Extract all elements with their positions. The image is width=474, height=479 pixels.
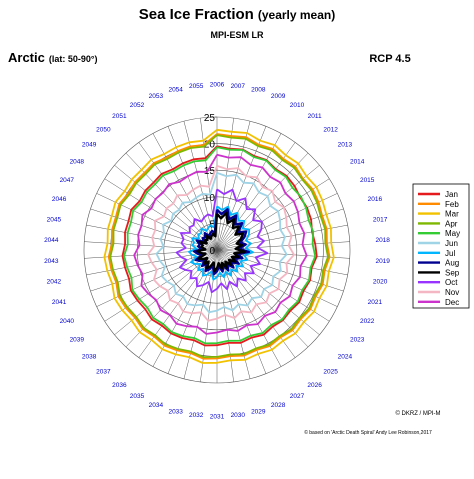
legend-label-mar: Mar: [445, 210, 459, 219]
region-label: Arctic (lat: 50-90°): [8, 50, 97, 65]
year-label: 2010: [290, 102, 305, 109]
grid-spoke-2049: [115, 165, 217, 250]
legend-label-feb: Feb: [445, 200, 459, 209]
year-label: 2036: [112, 382, 127, 389]
legend-label-oct: Oct: [445, 278, 458, 287]
year-label: 2022: [360, 318, 375, 325]
year-label: 2006: [210, 82, 225, 89]
grid-spoke-2038: [115, 250, 217, 335]
year-label: 2046: [52, 196, 67, 203]
year-label: 2039: [70, 336, 85, 343]
year-label: 2034: [149, 402, 164, 409]
year-label: 2021: [368, 299, 383, 306]
year-label: 2014: [350, 159, 365, 166]
year-label: 2038: [82, 353, 97, 360]
year-label: 2032: [189, 412, 204, 419]
year-label: 2007: [231, 83, 246, 90]
year-label: 2035: [130, 393, 145, 400]
year-label: 2042: [47, 279, 62, 286]
year-label: 2025: [323, 369, 338, 376]
scenario-label: RCP 4.5: [369, 53, 410, 65]
year-label: 2009: [271, 93, 286, 100]
year-label: 2048: [70, 159, 85, 166]
chart-title-sub: (yearly mean): [258, 8, 335, 22]
radial-tick-label: 0: [209, 246, 215, 257]
year-label: 2043: [44, 258, 59, 265]
region-name: Arctic: [8, 50, 45, 65]
year-label: 2050: [96, 127, 111, 134]
source-note: © based on 'Arctic Death Spiral' Andy Le…: [304, 429, 432, 436]
legend-label-sep: Sep: [445, 268, 460, 277]
year-label: 2041: [52, 299, 67, 306]
radial-tick-label: 25: [204, 113, 216, 124]
year-label: 2008: [251, 87, 266, 94]
year-label: 2030: [231, 412, 246, 419]
legend-label-jul: Jul: [445, 249, 455, 258]
year-label: 2012: [323, 127, 338, 134]
year-label: 2026: [307, 382, 322, 389]
legend-label-apr: Apr: [445, 219, 458, 228]
legend-label-nov: Nov: [445, 288, 459, 297]
year-label: 2028: [271, 402, 286, 409]
region-lat: (lat: 50-90°): [49, 54, 98, 64]
year-label: 2013: [338, 142, 353, 149]
year-label: 2024: [338, 353, 353, 360]
legend-label-jun: Jun: [445, 239, 458, 248]
year-label: 2017: [373, 216, 388, 223]
legend-label-dec: Dec: [445, 298, 459, 307]
year-label: 2011: [308, 113, 322, 120]
year-label: 2045: [47, 216, 62, 223]
year-label: 2027: [290, 393, 305, 400]
year-label: 2044: [44, 237, 59, 244]
year-label: 2049: [82, 142, 97, 149]
chart-title: Sea Ice Fraction (yearly mean): [139, 6, 335, 23]
year-label: 2055: [189, 83, 204, 90]
model-label: MPI-ESM LR: [211, 30, 264, 40]
year-label: 2051: [112, 113, 127, 120]
year-label: 2052: [130, 102, 145, 109]
legend-label-aug: Aug: [445, 259, 459, 268]
year-label: 2033: [168, 408, 183, 415]
chart-title-main: Sea Ice Fraction: [139, 6, 254, 23]
year-label: 2031: [210, 414, 225, 421]
year-label: 2023: [350, 336, 365, 343]
year-label: 2054: [168, 87, 183, 94]
year-label: 2016: [368, 196, 383, 203]
year-label: 2047: [60, 177, 75, 184]
year-label: 2037: [96, 369, 111, 376]
year-label: 2029: [251, 408, 266, 415]
series-line-dec: [134, 155, 307, 334]
legend-label-jan: Jan: [445, 190, 458, 199]
year-label: 2040: [60, 318, 75, 325]
year-label: 2020: [373, 279, 388, 286]
legend-label-may: May: [445, 229, 460, 238]
year-label: 2015: [360, 177, 375, 184]
credit-text: © DKRZ / MPI-M: [395, 410, 440, 417]
year-label: 2019: [375, 258, 390, 265]
year-label: 2053: [149, 93, 164, 100]
year-label: 2018: [375, 237, 390, 244]
series-line-nov: [148, 166, 294, 321]
